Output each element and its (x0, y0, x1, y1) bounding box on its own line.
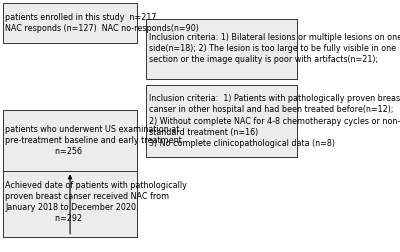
Text: Inclusion criteria: 1) Bilateral lesions or multiple lesions on one
side(n=18); : Inclusion criteria: 1) Bilateral lesions… (148, 33, 400, 65)
FancyBboxPatch shape (146, 85, 297, 157)
Text: patients enrolled in this study  n=217
NAC responds (n=127)  NAC no-responds(n=9: patients enrolled in this study n=217 NA… (5, 13, 199, 33)
FancyBboxPatch shape (3, 110, 137, 172)
Text: Achieved date of patients with pathologically
proven breast canser received NAC : Achieved date of patients with pathologi… (5, 181, 187, 223)
FancyBboxPatch shape (146, 19, 297, 79)
FancyBboxPatch shape (3, 168, 137, 237)
Text: patients who underwent US examination at
pre-treatment baseline and early treatm: patients who underwent US examination at… (5, 125, 182, 156)
FancyBboxPatch shape (3, 3, 137, 43)
Text: Inclusion criteria:  1) Patients with pathologically proven breast
canser in oth: Inclusion criteria: 1) Patients with pat… (148, 94, 400, 148)
